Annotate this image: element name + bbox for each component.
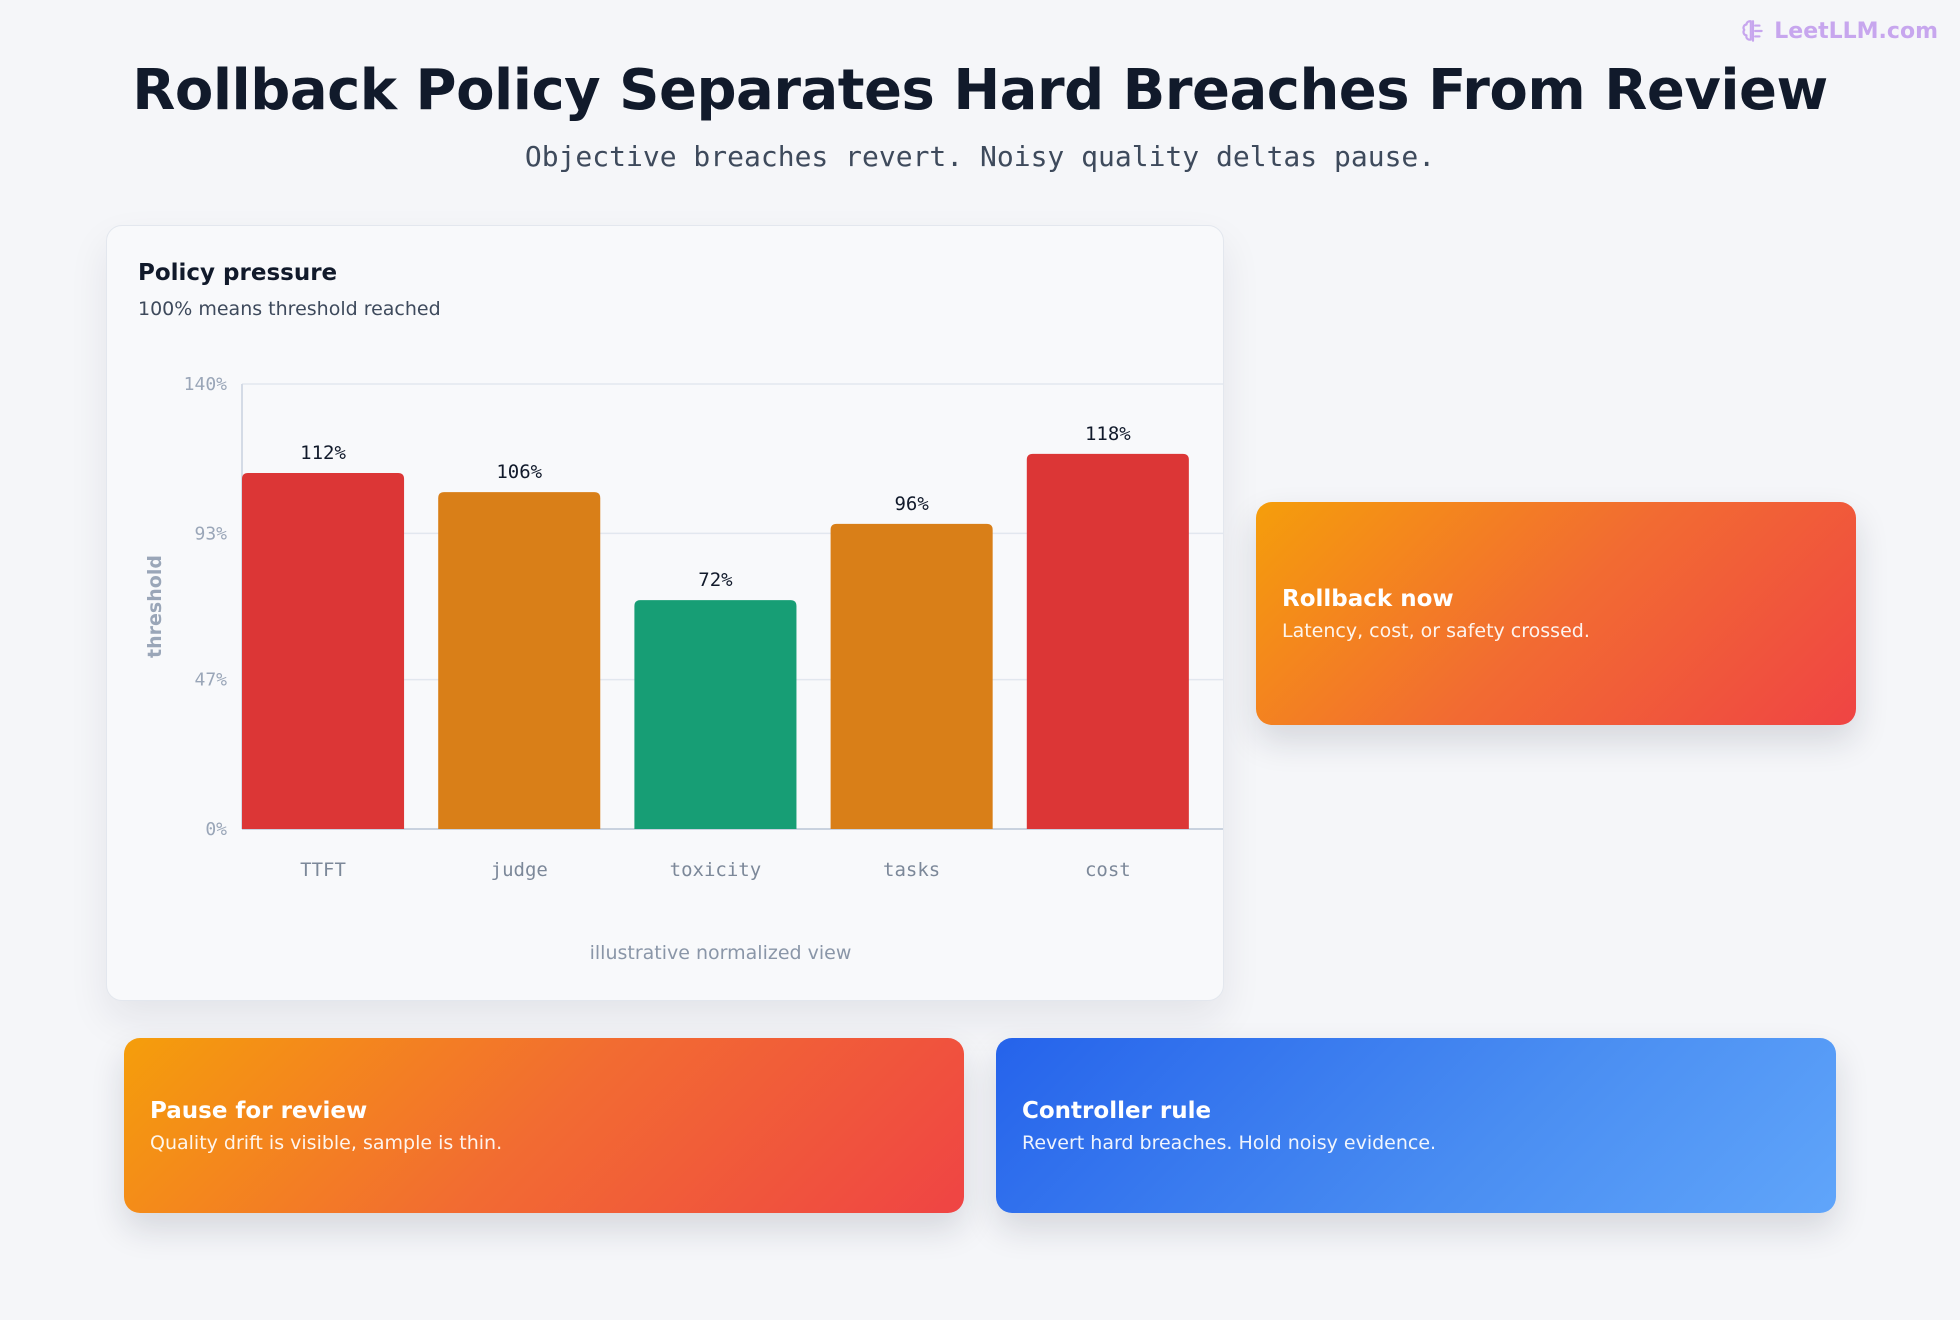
data-label: 112% <box>300 442 346 464</box>
chart-title: Policy pressure <box>138 260 338 286</box>
callout-rollback-now: Rollback now Latency, cost, or safety cr… <box>1256 502 1856 725</box>
bar-toxicity <box>634 600 797 829</box>
brand-name: LeetLLM.com <box>1774 18 1938 44</box>
callout-rollback-title: Rollback now <box>1282 585 1454 612</box>
y-tick-label: 47% <box>194 670 227 691</box>
data-label: 118% <box>1085 423 1131 445</box>
y-tick-label: 0% <box>205 819 227 840</box>
y-tick-label: 140% <box>184 374 228 395</box>
chart-subtitle: 100% means threshold reached <box>138 298 441 320</box>
bar-chart: 0% 47% 93% 140% threshold 112% TTFT 106% judge 72… <box>144 374 1223 964</box>
callout-pause-title: Pause for review <box>150 1097 368 1124</box>
data-label: 72% <box>698 569 733 591</box>
chart-card: Policy pressure 100% means threshold rea… <box>106 225 1224 1001</box>
y-tick-label: 93% <box>194 523 227 544</box>
chart-note: illustrative normalized view <box>590 942 852 964</box>
callout-pause-for-review: Pause for review Quality drift is visibl… <box>124 1038 964 1213</box>
bar-cost <box>1026 453 1189 829</box>
brain-icon <box>1742 20 1763 42</box>
bar-tasks <box>830 523 993 829</box>
y-axis-label: threshold <box>144 555 166 658</box>
bar-ttft <box>242 473 405 829</box>
data-label: 106% <box>496 461 542 483</box>
callout-rule-body: Revert hard breaches. Hold noisy evidenc… <box>1022 1131 1437 1154</box>
x-tick-label: TTFT <box>300 859 346 881</box>
x-tick-label: tasks <box>883 859 940 881</box>
x-tick-label: judge <box>491 859 548 881</box>
page-subtitle: Objective breaches revert. Noisy quality… <box>524 140 1436 173</box>
data-label: 96% <box>894 493 929 515</box>
x-tick-label: toxicity <box>670 859 762 881</box>
brand-logo: LeetLLM.com <box>1740 14 1938 48</box>
page-title: Rollback Policy Separates Hard Breaches … <box>132 58 1828 123</box>
x-tick-label: cost <box>1085 859 1131 881</box>
callout-rule-title: Controller rule <box>1022 1097 1212 1124</box>
callout-rollback-body: Latency, cost, or safety crossed. <box>1282 619 1590 642</box>
bar-judge <box>438 492 601 829</box>
callout-pause-body: Quality drift is visible, sample is thin… <box>150 1131 503 1154</box>
callout-controller-rule: Controller rule Revert hard breaches. Ho… <box>996 1038 1836 1213</box>
